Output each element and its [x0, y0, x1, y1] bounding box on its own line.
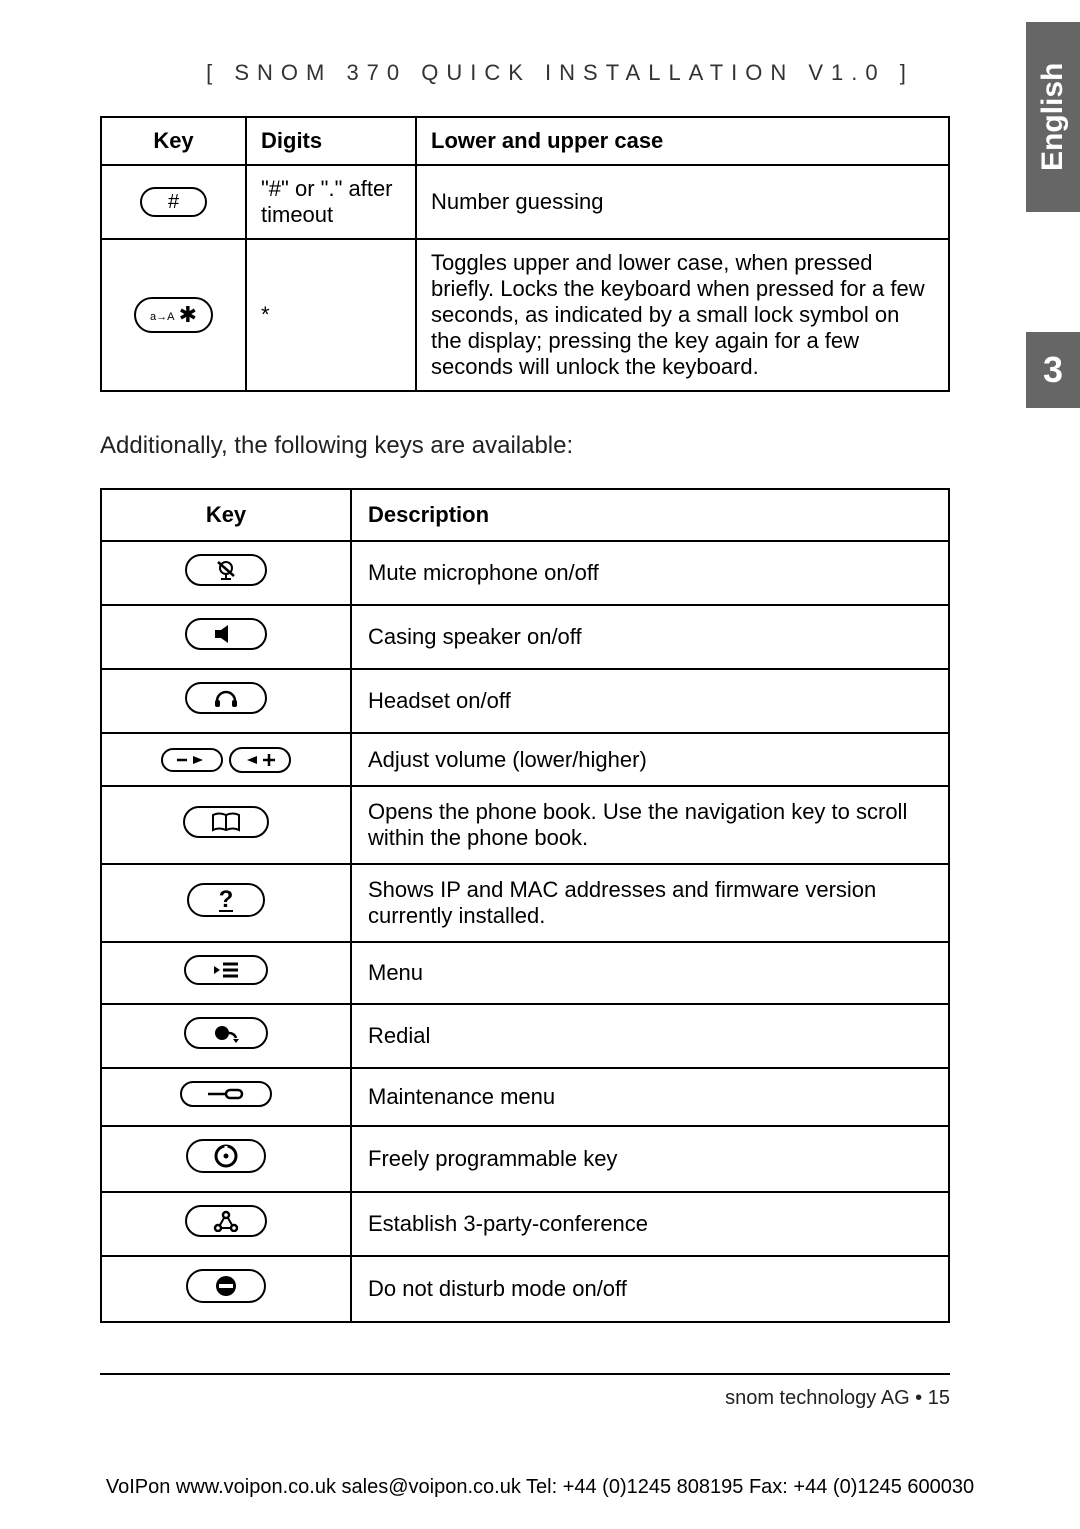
- table-row: Headset on/off: [101, 669, 949, 733]
- description-cell: Headset on/off: [351, 669, 949, 733]
- key-cell: [101, 1068, 351, 1126]
- dnd-key-icon: [186, 1269, 266, 1303]
- document-title: [ SNOM 370 QUICK INSTALLATION V1.0 ]: [100, 60, 1020, 86]
- table-row: Maintenance menu: [101, 1068, 949, 1126]
- description-cell: Mute microphone on/off: [351, 541, 949, 605]
- description-cell: Menu: [351, 942, 949, 1004]
- footer-company: snom technology AG • 15: [100, 1375, 950, 1410]
- description-cell: Maintenance menu: [351, 1068, 949, 1126]
- header-digits: Digits: [246, 117, 416, 165]
- key-cell: [101, 942, 351, 1004]
- key-cell: ?: [101, 864, 351, 942]
- table-row: Menu: [101, 942, 949, 1004]
- table-row: Establish 3-party-conference: [101, 1192, 949, 1256]
- star-key-icon: a→A ✱: [134, 297, 213, 333]
- header-key: Key: [101, 489, 351, 541]
- key-cell: [101, 1126, 351, 1192]
- table-header-row: Key Digits Lower and upper case: [101, 117, 949, 165]
- digits-cell: "#" or "." after timeout: [246, 165, 416, 239]
- speaker-key-icon: [185, 618, 267, 650]
- description-cell: Casing speaker on/off: [351, 605, 949, 669]
- table-row: a→A ✱ * Toggles upper and lower case, wh…: [101, 239, 949, 391]
- redial-key-icon: [184, 1017, 268, 1049]
- key-cell: [101, 1256, 351, 1322]
- table-row: Redial: [101, 1004, 949, 1068]
- case-cell: Number guessing: [416, 165, 949, 239]
- table-row: # "#" or "." after timeout Number guessi…: [101, 165, 949, 239]
- key-cell: [101, 605, 351, 669]
- bottom-contact-line: VoIPon www.voipon.co.uk sales@voipon.co.…: [0, 1476, 1080, 1499]
- svg-text:?: ?: [219, 888, 234, 912]
- table-row: Opens the phone book. Use the navigation…: [101, 786, 949, 864]
- description-cell: Redial: [351, 1004, 949, 1068]
- table-header-row: Key Description: [101, 489, 949, 541]
- key-description-table: Key Description Mute microphone on/offCa…: [100, 488, 950, 1323]
- prog-key-icon: [186, 1139, 266, 1173]
- mute-key-icon: [185, 554, 267, 586]
- header-case: Lower and upper case: [416, 117, 949, 165]
- table-row: ? Shows IP and MAC addresses and firmware…: [101, 864, 949, 942]
- intro-text: Additionally, the following keys are ava…: [100, 432, 1020, 460]
- maint-key-icon: [180, 1081, 272, 1107]
- key-cell: a→A ✱: [101, 239, 246, 391]
- header-description: Description: [351, 489, 949, 541]
- key-cell: [101, 1004, 351, 1068]
- table-row: Do not disturb mode on/off: [101, 1256, 949, 1322]
- description-cell: Do not disturb mode on/off: [351, 1256, 949, 1322]
- header-key: Key: [101, 117, 246, 165]
- key-cell: [101, 1192, 351, 1256]
- table-row: Mute microphone on/off: [101, 541, 949, 605]
- table-row: Casing speaker on/off: [101, 605, 949, 669]
- table-row: Freely programmable key: [101, 1126, 949, 1192]
- key-cell: [101, 669, 351, 733]
- key-cell: [101, 541, 351, 605]
- description-cell: Opens the phone book. Use the navigation…: [351, 786, 949, 864]
- description-cell: Adjust volume (lower/higher): [351, 733, 949, 786]
- description-cell: Establish 3-party-conference: [351, 1192, 949, 1256]
- digits-cell: *: [246, 239, 416, 391]
- headset-key-icon: [185, 682, 267, 714]
- table-row: Adjust volume (lower/higher): [101, 733, 949, 786]
- volume-key-icon: [161, 747, 291, 773]
- hash-key-icon: #: [140, 187, 207, 217]
- description-cell: Freely programmable key: [351, 1126, 949, 1192]
- key-cell: #: [101, 165, 246, 239]
- key-cell: [101, 733, 351, 786]
- key-cell: [101, 786, 351, 864]
- book-key-icon: [183, 806, 269, 838]
- conf-key-icon: [185, 1205, 267, 1237]
- menu-key-icon: [184, 955, 268, 985]
- description-cell: Shows IP and MAC addresses and firmware …: [351, 864, 949, 942]
- page-content: [ SNOM 370 QUICK INSTALLATION V1.0 ] Key…: [0, 0, 1080, 1529]
- help-key-icon: ?: [187, 883, 265, 917]
- case-cell: Toggles upper and lower case, when press…: [416, 239, 949, 391]
- key-digits-table: Key Digits Lower and upper case # "#" or…: [100, 116, 950, 392]
